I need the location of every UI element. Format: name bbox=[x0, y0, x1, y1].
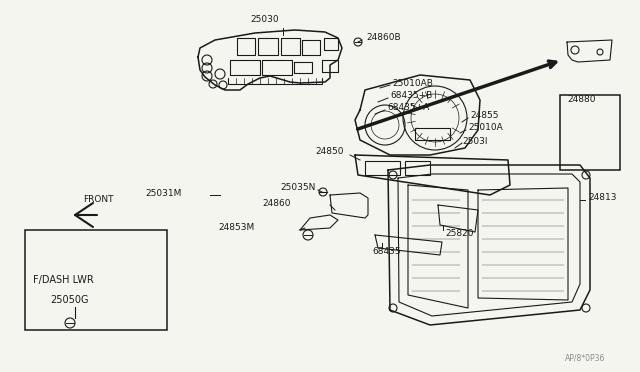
Bar bbox=[560, 95, 620, 170]
Text: 2503I: 2503I bbox=[462, 137, 488, 145]
Text: 25030: 25030 bbox=[250, 16, 278, 25]
Text: F/DASH LWR: F/DASH LWR bbox=[33, 275, 93, 285]
Text: 25050G: 25050G bbox=[50, 295, 88, 305]
Text: 24850: 24850 bbox=[315, 148, 344, 157]
Text: 68435: 68435 bbox=[372, 247, 401, 257]
Text: 24860B: 24860B bbox=[366, 33, 401, 42]
Text: 25010AB: 25010AB bbox=[392, 78, 433, 87]
Text: AP/8*0P36: AP/8*0P36 bbox=[565, 353, 605, 362]
Text: 24880: 24880 bbox=[567, 96, 595, 105]
Text: 25820: 25820 bbox=[445, 230, 474, 238]
Text: 24860: 24860 bbox=[262, 199, 291, 208]
Bar bbox=[365, 161, 400, 175]
Bar bbox=[415, 128, 450, 140]
Text: 24855: 24855 bbox=[470, 112, 499, 121]
Text: 68435+A: 68435+A bbox=[387, 103, 429, 112]
Bar bbox=[25, 230, 167, 330]
Text: 25031M: 25031M bbox=[145, 189, 181, 198]
Bar bbox=[405, 161, 430, 175]
Text: 24853M: 24853M bbox=[218, 224, 254, 232]
Text: 68435+B: 68435+B bbox=[390, 92, 432, 100]
Text: FRONT: FRONT bbox=[83, 196, 113, 205]
Text: 25035N: 25035N bbox=[280, 183, 316, 192]
Text: 25010A: 25010A bbox=[468, 124, 503, 132]
Text: 24813: 24813 bbox=[588, 193, 616, 202]
